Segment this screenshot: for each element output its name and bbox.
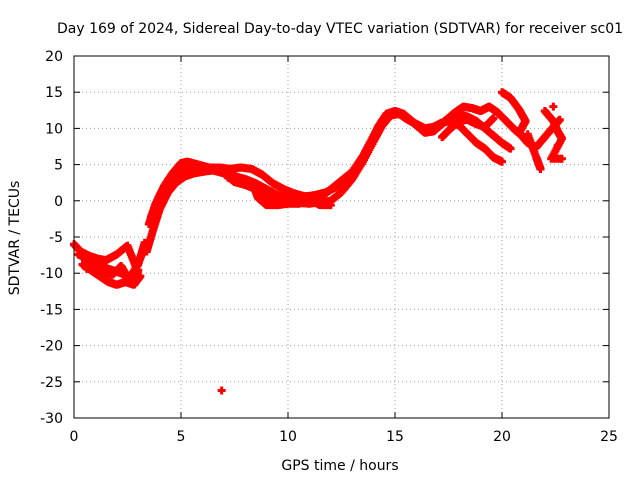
- data-point: [557, 154, 566, 163]
- x-tick-label: 25: [600, 429, 618, 445]
- x-tick-label: 10: [279, 429, 297, 445]
- data-point: [149, 207, 163, 234]
- data-point: [125, 267, 142, 285]
- data-point: [217, 386, 226, 395]
- data-point: [326, 201, 335, 210]
- data-point: [498, 157, 506, 166]
- data-point: [326, 177, 345, 194]
- data-point: [549, 102, 558, 111]
- data-point: [515, 128, 531, 146]
- y-tick-label: -20: [40, 339, 63, 355]
- data-point: [134, 240, 148, 269]
- data-point: [480, 144, 497, 161]
- data-point: [463, 130, 480, 147]
- x-tick-label: 0: [70, 429, 79, 445]
- data-point: [378, 112, 394, 130]
- data-point: [134, 266, 143, 275]
- data-point: [540, 107, 557, 125]
- data-point: [493, 108, 510, 125]
- data-point: [142, 227, 157, 256]
- x-axis-label: GPS time / hours: [281, 458, 398, 474]
- data-point: [489, 114, 498, 123]
- y-axis-ticks: 20 15 10 5 0 -5 -10 -15 -20 -25 -30: [40, 49, 609, 427]
- data-point: [337, 176, 356, 197]
- data-point: [348, 159, 366, 184]
- y-tick-label: -30: [40, 411, 63, 427]
- data-point: [553, 141, 562, 150]
- data-point: [147, 193, 163, 221]
- data-point: [506, 93, 523, 113]
- chart-title: Day 169 of 2024, Sidereal Day-to-day VTE…: [57, 21, 623, 37]
- data-point: [536, 164, 545, 173]
- y-tick-label: -25: [40, 375, 63, 391]
- data-point: [506, 144, 515, 153]
- x-tick-label: 15: [386, 429, 404, 445]
- x-tick-label: 20: [493, 429, 511, 445]
- data-point: [502, 117, 518, 133]
- data-point: [316, 186, 334, 202]
- data-point: [236, 176, 245, 185]
- data-point: [480, 115, 497, 131]
- y-tick-label: 20: [45, 49, 63, 65]
- data-point: [155, 177, 172, 200]
- y-tick-label: 5: [54, 158, 63, 174]
- y-axis-label: SDTVAR / TECUs: [7, 181, 23, 296]
- data-point: [155, 189, 172, 214]
- data-point: [523, 130, 540, 160]
- y-tick-label: 15: [45, 85, 63, 101]
- x-axis-ticks: 0 5 10 15 20 25: [70, 56, 618, 445]
- data-point: [358, 139, 377, 166]
- y-tick-label: 0: [54, 194, 63, 210]
- y-tick-label: -5: [49, 230, 63, 246]
- y-tick-label: -10: [40, 266, 63, 282]
- data-point: [438, 125, 454, 142]
- y-tick-label: -15: [40, 302, 63, 318]
- data-points: [70, 88, 566, 395]
- data-point: [326, 188, 345, 205]
- data-point: [337, 168, 356, 185]
- data-point: [164, 178, 180, 197]
- y-tick-label: 10: [45, 121, 63, 137]
- data-point: [540, 123, 557, 142]
- data-point: [258, 170, 276, 187]
- x-tick-label: 5: [177, 429, 186, 445]
- data-point: [369, 123, 386, 146]
